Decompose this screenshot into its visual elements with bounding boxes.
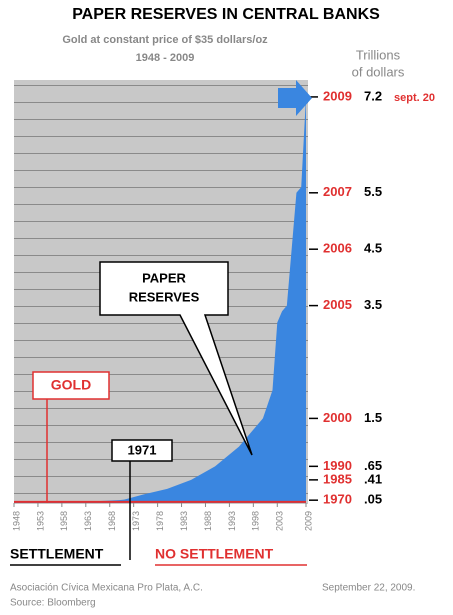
x-tick-label: 1998 — [251, 511, 261, 531]
y-tick-year: 2000 — [323, 410, 352, 425]
y-tick-year: 2005 — [323, 297, 352, 312]
y-tick-label: 1.5 — [364, 410, 382, 425]
x-tick-label: 1978 — [155, 511, 165, 531]
x-tick-label: 1973 — [131, 511, 141, 531]
y-tick-year: 2006 — [323, 241, 352, 256]
y-tick-year: 1970 — [323, 492, 352, 507]
period: 1948 - 2009 — [136, 52, 195, 64]
y-tick-label: 4.5 — [364, 241, 382, 256]
unit-label: of dollars — [352, 64, 405, 79]
y-tick-label: .05 — [364, 492, 382, 507]
x-tick-label: 1983 — [179, 511, 189, 531]
y-tick-year: 1990 — [323, 458, 352, 473]
y-tick-label: 7.2 — [364, 88, 382, 103]
paper-box — [99, 261, 253, 456]
y-tick-label: 3.5 — [364, 297, 382, 312]
x-tick-label: 1948 — [11, 511, 21, 531]
x-tick-label: 1958 — [59, 511, 69, 531]
x-tick-label: 1968 — [107, 511, 117, 531]
x-tick-label: 1963 — [83, 511, 93, 531]
settlement: SETTLEMENT — [10, 546, 104, 562]
arrow — [278, 80, 312, 116]
chart-title: PAPER RESERVES IN CENTRAL BANKS — [72, 6, 380, 23]
gold-callout: GOLD — [51, 377, 91, 393]
x-tick-label: 1988 — [203, 511, 213, 531]
year-box — [111, 439, 173, 462]
y-tick-label: .41 — [364, 471, 382, 486]
annotations: GOLD PAPER RESERVES 1971 SETTLEMENT NO S… — [10, 80, 415, 609]
y-tick-label: 5.5 — [364, 184, 382, 199]
plot: 1948 1953 1958 1963 1968 1973 1978 1983 1988 1993… — [11, 88, 435, 531]
paper-callout: PAPER — [142, 270, 186, 285]
footer-source: Source: Bloomberg — [10, 598, 96, 609]
y-tick-year: 2009 — [323, 88, 352, 103]
x-tick-label: 2009 — [303, 511, 313, 531]
footer-org: Asociación Cívica Mexicana Pro Plata, A.… — [10, 583, 203, 594]
y-tick-year: 1985 — [323, 471, 352, 486]
x-tick-label: 1993 — [227, 511, 237, 531]
gold-box — [32, 371, 110, 400]
no-settlement: NO SETTLEMENT — [155, 546, 274, 562]
unit-label: Trillions — [356, 47, 401, 62]
x-tick-label: 2003 — [275, 511, 285, 531]
area — [14, 96, 306, 504]
paper-callout: RESERVES — [129, 289, 200, 304]
y-tick-label: .65 — [364, 458, 382, 473]
y-tick-year: 2007 — [323, 184, 352, 199]
x-tick-label: 1953 — [35, 511, 45, 531]
y-tick-note: sept. 20 — [394, 92, 435, 104]
subtitle: Gold at constant price of $35 dollars/oz — [62, 34, 268, 46]
footer-date: September 22, 2009. — [322, 583, 415, 594]
year-callout: 1971 — [128, 442, 157, 457]
